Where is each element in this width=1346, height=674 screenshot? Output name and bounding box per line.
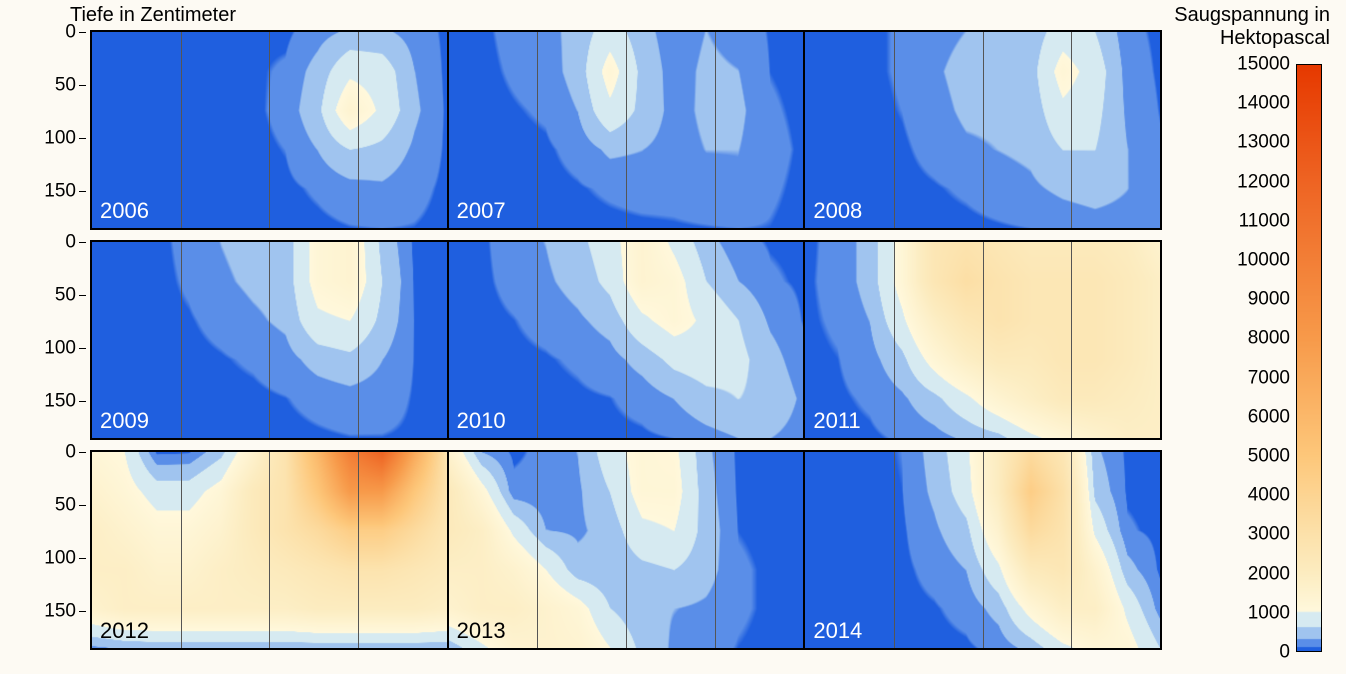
panel: 2013 [449, 452, 806, 648]
y-tick-label: 50 [6, 495, 76, 514]
year-label: 2013 [457, 618, 506, 644]
y-tick-label: 100 [6, 548, 76, 567]
y-tick-label: 0 [6, 443, 76, 462]
y-tick-label: 100 [6, 128, 76, 147]
y-axis-ticks: 050100150050100150050100150 [0, 30, 86, 656]
y-axis-title: Tiefe in Zentimeter [70, 4, 236, 27]
colorbar-tick-label: 6000 [1210, 407, 1290, 426]
y-tick-label: 100 [6, 338, 76, 357]
panel-grid: 2006 2007 2008 2009 2010 2011 2012 2013 2014 [90, 30, 1162, 656]
panel: 2011 [805, 242, 1160, 438]
year-label: 2008 [813, 198, 862, 224]
y-tick-label: 150 [6, 391, 76, 410]
colorbar-tick-label: 2000 [1210, 564, 1290, 583]
panel: 2008 [805, 32, 1160, 228]
colorbar-tick-label: 7000 [1210, 368, 1290, 387]
panel: 2007 [449, 32, 806, 228]
colorbar-tick-label: 12000 [1210, 172, 1290, 191]
y-tick-label: 150 [6, 601, 76, 620]
colorbar-tick-label: 0 [1210, 643, 1290, 662]
panel-row: 2006 2007 2008 [90, 30, 1162, 230]
colorbar-tick-label: 13000 [1210, 133, 1290, 152]
year-label: 2006 [100, 198, 149, 224]
year-label: 2009 [100, 408, 149, 434]
colorbar-tick-label: 15000 [1210, 55, 1290, 74]
chart-figure: Tiefe in Zentimeter Saugspannung inHekto… [0, 0, 1346, 674]
colorbar-tick-label: 11000 [1210, 211, 1290, 230]
colorbar-tick-label: 5000 [1210, 447, 1290, 466]
colorbar-ticks: 0100020003000400050006000700080009000100… [1220, 64, 1290, 652]
panel: 2006 [92, 32, 449, 228]
year-label: 2011 [813, 408, 860, 434]
y-tick-label: 50 [6, 75, 76, 94]
panel: 2012 [92, 452, 449, 648]
colorbar-title: Saugspannung inHektopascal [1174, 4, 1330, 50]
y-tick-label: 50 [6, 285, 76, 304]
colorbar-tick-label: 1000 [1210, 603, 1290, 622]
panel: 2010 [449, 242, 806, 438]
colorbar-tick-label: 8000 [1210, 329, 1290, 348]
y-tick-label: 0 [6, 233, 76, 252]
year-label: 2014 [813, 618, 862, 644]
panel: 2014 [805, 452, 1160, 648]
y-tick-label: 150 [6, 181, 76, 200]
colorbar-tick-label: 14000 [1210, 94, 1290, 113]
panel-row: 2012 2013 2014 [90, 450, 1162, 650]
colorbar-tick-label: 9000 [1210, 290, 1290, 309]
colorbar-tick-label: 10000 [1210, 251, 1290, 270]
year-label: 2012 [100, 618, 149, 644]
colorbar [1296, 64, 1322, 652]
panel-row: 2009 2010 2011 [90, 240, 1162, 440]
y-tick-label: 0 [6, 23, 76, 42]
colorbar-tick-label: 4000 [1210, 486, 1290, 505]
year-label: 2007 [457, 198, 506, 224]
colorbar-tick-label: 3000 [1210, 525, 1290, 544]
panel: 2009 [92, 242, 449, 438]
year-label: 2010 [457, 408, 506, 434]
